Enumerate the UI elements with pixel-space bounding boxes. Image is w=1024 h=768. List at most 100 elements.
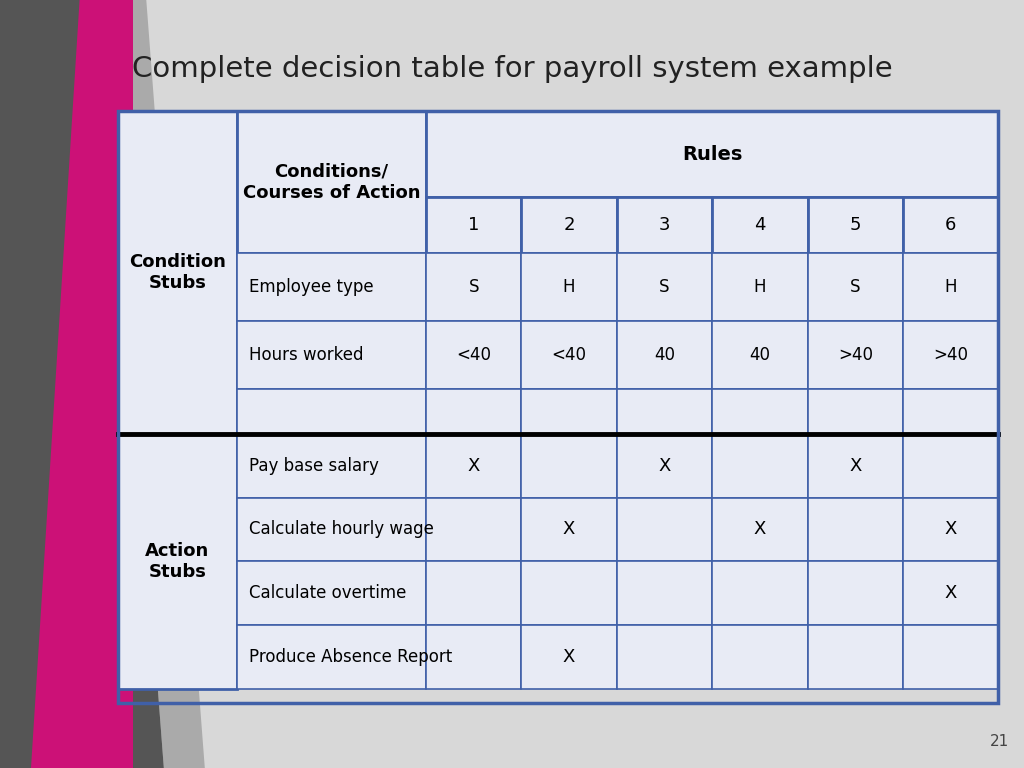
- Text: Conditions/
Courses of Action: Conditions/ Courses of Action: [243, 163, 420, 202]
- Text: H: H: [944, 278, 957, 296]
- Text: H: H: [563, 278, 575, 296]
- Bar: [521, 197, 616, 253]
- Bar: [118, 111, 998, 703]
- Bar: [903, 498, 998, 561]
- Bar: [426, 498, 521, 561]
- Text: X: X: [563, 521, 575, 538]
- Bar: [426, 253, 521, 321]
- Bar: [426, 434, 521, 498]
- Text: X: X: [468, 457, 480, 475]
- Bar: [903, 434, 998, 498]
- Bar: [237, 625, 426, 689]
- Bar: [808, 561, 903, 625]
- Bar: [903, 197, 998, 253]
- Text: Calculate hourly wage: Calculate hourly wage: [249, 521, 434, 538]
- Bar: [521, 321, 616, 389]
- Text: Hours worked: Hours worked: [249, 346, 364, 364]
- Text: Employee type: Employee type: [249, 278, 374, 296]
- Text: 21: 21: [989, 733, 1009, 749]
- Text: Complete decision table for payroll system example: Complete decision table for payroll syst…: [132, 55, 892, 83]
- Bar: [426, 197, 521, 253]
- Text: S: S: [850, 278, 860, 296]
- Text: >40: >40: [933, 346, 969, 364]
- Bar: [521, 434, 616, 498]
- Text: S: S: [468, 278, 479, 296]
- Bar: [237, 111, 426, 253]
- Bar: [712, 253, 808, 321]
- Bar: [616, 389, 712, 434]
- Bar: [426, 389, 521, 434]
- Bar: [118, 434, 237, 689]
- Bar: [616, 561, 712, 625]
- Polygon shape: [102, 0, 205, 768]
- Text: X: X: [944, 521, 956, 538]
- Bar: [426, 321, 521, 389]
- Bar: [237, 253, 426, 321]
- Bar: [521, 561, 616, 625]
- Text: X: X: [849, 457, 861, 475]
- Bar: [426, 625, 521, 689]
- Text: Action
Stubs: Action Stubs: [145, 542, 209, 581]
- Bar: [808, 625, 903, 689]
- Bar: [808, 498, 903, 561]
- Bar: [903, 561, 998, 625]
- Text: 1: 1: [468, 217, 479, 234]
- Bar: [426, 111, 998, 197]
- Text: <40: <40: [456, 346, 492, 364]
- Text: 2: 2: [563, 217, 574, 234]
- Bar: [712, 498, 808, 561]
- Bar: [118, 111, 237, 434]
- Text: S: S: [659, 278, 670, 296]
- Bar: [237, 389, 426, 434]
- Bar: [712, 389, 808, 434]
- Bar: [808, 197, 903, 253]
- Text: Condition
Stubs: Condition Stubs: [129, 253, 225, 292]
- Bar: [237, 498, 426, 561]
- Bar: [712, 321, 808, 389]
- Bar: [616, 625, 712, 689]
- Bar: [712, 625, 808, 689]
- Bar: [521, 498, 616, 561]
- Bar: [808, 321, 903, 389]
- Bar: [712, 561, 808, 625]
- Bar: [712, 197, 808, 253]
- Bar: [808, 253, 903, 321]
- Bar: [521, 253, 616, 321]
- Bar: [616, 498, 712, 561]
- Text: 4: 4: [754, 217, 766, 234]
- Text: Calculate overtime: Calculate overtime: [249, 584, 407, 602]
- Text: 6: 6: [945, 217, 956, 234]
- Bar: [808, 434, 903, 498]
- Bar: [616, 321, 712, 389]
- Text: Pay base salary: Pay base salary: [249, 457, 379, 475]
- Polygon shape: [0, 0, 164, 768]
- Polygon shape: [31, 0, 133, 768]
- Text: X: X: [944, 584, 956, 602]
- Bar: [616, 197, 712, 253]
- Bar: [237, 434, 426, 498]
- Bar: [237, 561, 426, 625]
- Bar: [426, 561, 521, 625]
- Text: X: X: [754, 521, 766, 538]
- Text: 40: 40: [654, 346, 675, 364]
- Bar: [616, 434, 712, 498]
- Text: 3: 3: [658, 217, 671, 234]
- Bar: [903, 389, 998, 434]
- Bar: [521, 389, 616, 434]
- Bar: [616, 253, 712, 321]
- Bar: [903, 321, 998, 389]
- Text: Produce Absence Report: Produce Absence Report: [249, 648, 453, 666]
- Text: Rules: Rules: [682, 144, 742, 164]
- Bar: [521, 625, 616, 689]
- Bar: [712, 434, 808, 498]
- Bar: [903, 625, 998, 689]
- Text: H: H: [754, 278, 766, 296]
- Text: <40: <40: [552, 346, 587, 364]
- Bar: [237, 321, 426, 389]
- Text: 40: 40: [750, 346, 770, 364]
- Text: 5: 5: [850, 217, 861, 234]
- Bar: [808, 389, 903, 434]
- Text: >40: >40: [838, 346, 872, 364]
- Text: X: X: [658, 457, 671, 475]
- Text: X: X: [563, 648, 575, 666]
